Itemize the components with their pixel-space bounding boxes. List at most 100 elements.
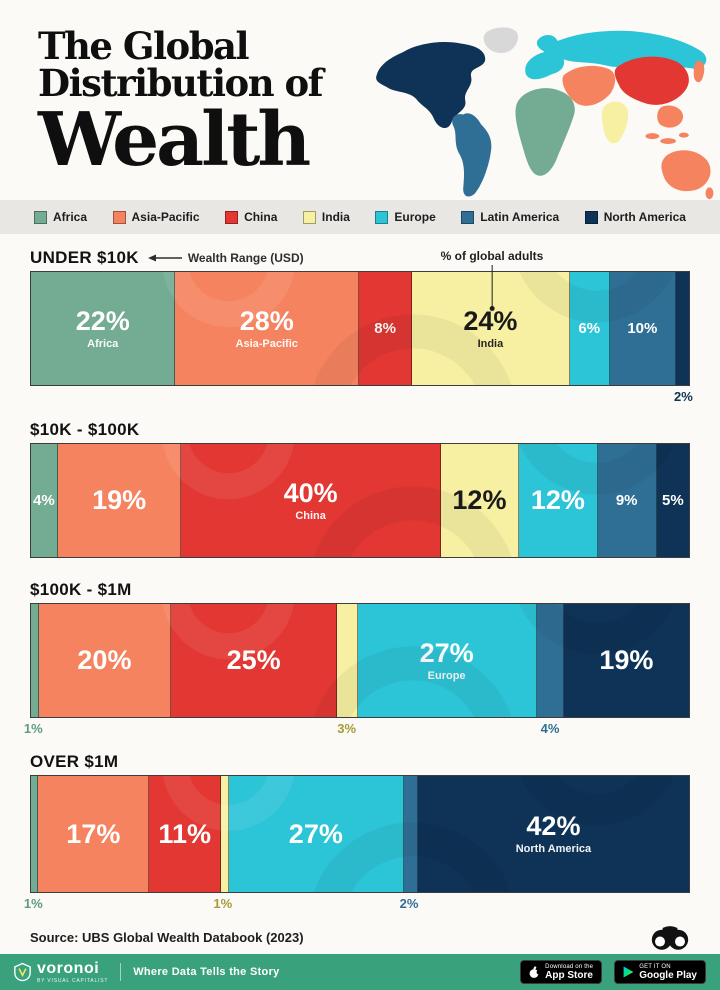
- band-header: UNDER $10K Wealth Range (USD): [30, 246, 690, 270]
- legend-swatch-icon: [461, 210, 475, 224]
- world-map-svg: [376, 27, 714, 200]
- segment-value-label: 22%: [75, 305, 130, 336]
- source-text: Source: UBS Global Wealth Databook (2023…: [30, 929, 304, 945]
- app-store-badge[interactable]: Download on the App Store: [520, 960, 603, 984]
- legend-label: Europe: [394, 210, 436, 224]
- below-label-north-america: 2%: [673, 389, 693, 404]
- page-title: The Global Distribution of Wealth: [38, 16, 368, 198]
- title-line-2: Distribution of: [38, 61, 324, 105]
- bar-segment-europe: 12%: [519, 444, 598, 557]
- legend-item-latin-america: Latin America: [461, 210, 559, 224]
- bar-segment-latin-america: 9%: [597, 444, 657, 557]
- bar-segment-india: 12%: [440, 444, 520, 557]
- bar-wrap: 17% 11% 27% 42% North America 1% 1% 2%: [24, 775, 690, 913]
- below-labels: [30, 558, 690, 566]
- google-play-icon: [623, 966, 634, 978]
- brand-subtitle: BY VISUAL CAPITALIST: [37, 977, 109, 984]
- segment-value-label: 9%: [615, 492, 638, 509]
- segment-value-label: 12%: [530, 485, 585, 515]
- segment-region-label: India: [477, 337, 504, 350]
- bar-segment-india: [336, 604, 358, 717]
- segment-value-label: 27%: [288, 818, 343, 849]
- apple-logo-icon: [529, 965, 541, 978]
- below-label-india: 3%: [337, 721, 357, 736]
- legend-item-africa: Africa: [34, 210, 87, 224]
- below-label-africa: 1%: [23, 896, 43, 911]
- segment-region-label: China: [295, 509, 326, 522]
- source-row: Source: UBS Global Wealth Databook (2023…: [0, 913, 720, 951]
- segment-region-label: North America: [515, 843, 592, 855]
- bar-segment-china: 25%: [171, 604, 337, 717]
- voronoi-brand: voronoi BY VISUAL CAPITALIST: [14, 959, 109, 984]
- bar-segment-latin-america: [536, 604, 564, 717]
- badge-main-text: Google Play: [639, 969, 697, 981]
- voronoi-shield-icon: [14, 962, 31, 982]
- below-label-latin-america: 4%: [540, 721, 560, 736]
- legend-swatch-icon: [34, 210, 47, 224]
- bar-wrap: 22% Africa 28% Asia-Pacific 8% 24% India 6% 10% …: [30, 249, 693, 406]
- bar-segment-europe: 27%: [228, 776, 404, 892]
- stacked-bar-100k-1m: 20% 25% 27% Europe 19%: [30, 603, 690, 718]
- band-title: $10K - $100K: [30, 420, 140, 439]
- stacked-bar-under-10k: 22% Africa 28% Asia-Pacific 8% 24% India 6% 10%: [30, 271, 690, 386]
- segment-value-label: 27%: [419, 637, 474, 668]
- legend-item-europe: Europe: [375, 210, 436, 224]
- segment-value-label: 25%: [226, 645, 281, 675]
- segment-value-label: 5%: [662, 492, 684, 509]
- band-title: $100K - $1M: [30, 580, 132, 599]
- legend-item-north-america: North America: [584, 210, 686, 224]
- band-under-10k: UNDER $10K Wealth Range (USD) 22% Africa 2…: [30, 246, 693, 406]
- bar-segment-europe: 6%: [569, 272, 610, 385]
- left-arrow-icon: [147, 254, 182, 262]
- bar-segment-north-america: 42% North America: [417, 776, 689, 892]
- segment-value-label: 17%: [66, 818, 121, 849]
- legend: Africa Asia-Pacific China India Europe Latin …: [0, 200, 720, 234]
- greenland: [483, 27, 518, 53]
- band-100k-1m: $100K - $1M 20% 25% 27% Europe 19% 1% 3% 4%: [24, 578, 690, 738]
- badge-main-text: App Store: [545, 969, 593, 981]
- bar-segment-asia-pacific: 28% Asia-Pacific: [175, 272, 359, 385]
- bar-segment-china: 8%: [359, 272, 413, 385]
- footer-divider: [120, 963, 122, 981]
- below-label-india: 1%: [213, 896, 233, 911]
- legend-item-china: China: [225, 210, 277, 224]
- segment-value-label: 6%: [578, 320, 601, 337]
- stacked-bar-over-1m: 17% 11% 27% 42% North America: [30, 775, 690, 893]
- bar-segment-africa: 22% Africa: [31, 272, 176, 385]
- below-labels: 2%: [30, 386, 693, 406]
- legend-item-india: India: [302, 210, 350, 224]
- brand-name: voronoi: [37, 959, 100, 977]
- bar-segment-africa: [31, 776, 39, 892]
- legend-label: India: [321, 210, 350, 224]
- band-header: OVER $1M: [30, 750, 690, 774]
- bar-segment-asia-pacific: 20%: [38, 604, 172, 717]
- legend-swatch-icon: [584, 210, 598, 224]
- header: The Global Distribution of Wealth: [0, 0, 720, 200]
- segment-region-label: Africa: [87, 337, 119, 350]
- segment-value-label: 8%: [374, 320, 396, 337]
- bar-segment-north-america: 5%: [656, 444, 690, 557]
- wealth-range-note: Wealth Range (USD): [147, 251, 304, 265]
- bar-segment-europe: 27% Europe: [357, 604, 537, 717]
- google-play-badge[interactable]: GET IT ON Google Play: [614, 960, 706, 984]
- segment-value-label: 28%: [239, 305, 294, 336]
- segment-value-label: 40%: [283, 477, 338, 508]
- legend-label: Africa: [53, 210, 88, 224]
- segment-value-label: 19%: [92, 485, 147, 515]
- legend-label: Asia-Pacific: [131, 210, 200, 224]
- segment-value-label: 10%: [627, 320, 658, 337]
- below-label-africa: 1%: [23, 721, 43, 736]
- legend-label: Latin America: [480, 210, 560, 224]
- legend-label: North America: [603, 210, 686, 224]
- bar-segment-china: 11%: [149, 776, 222, 892]
- bar-segment-latin-america: 10%: [609, 272, 676, 385]
- legend-label: China: [244, 210, 278, 224]
- band-header: $100K - $1M: [30, 578, 690, 602]
- bar-segment-africa: [31, 604, 39, 717]
- bar-wrap: 20% 25% 27% Europe 19% 1% 3% 4%: [24, 603, 690, 738]
- band-title: UNDER $10K: [30, 248, 139, 267]
- segment-value-label: 42%: [526, 811, 581, 841]
- segment-value-label: 20%: [77, 645, 132, 675]
- bar-segment-asia-pacific: 19%: [57, 444, 182, 557]
